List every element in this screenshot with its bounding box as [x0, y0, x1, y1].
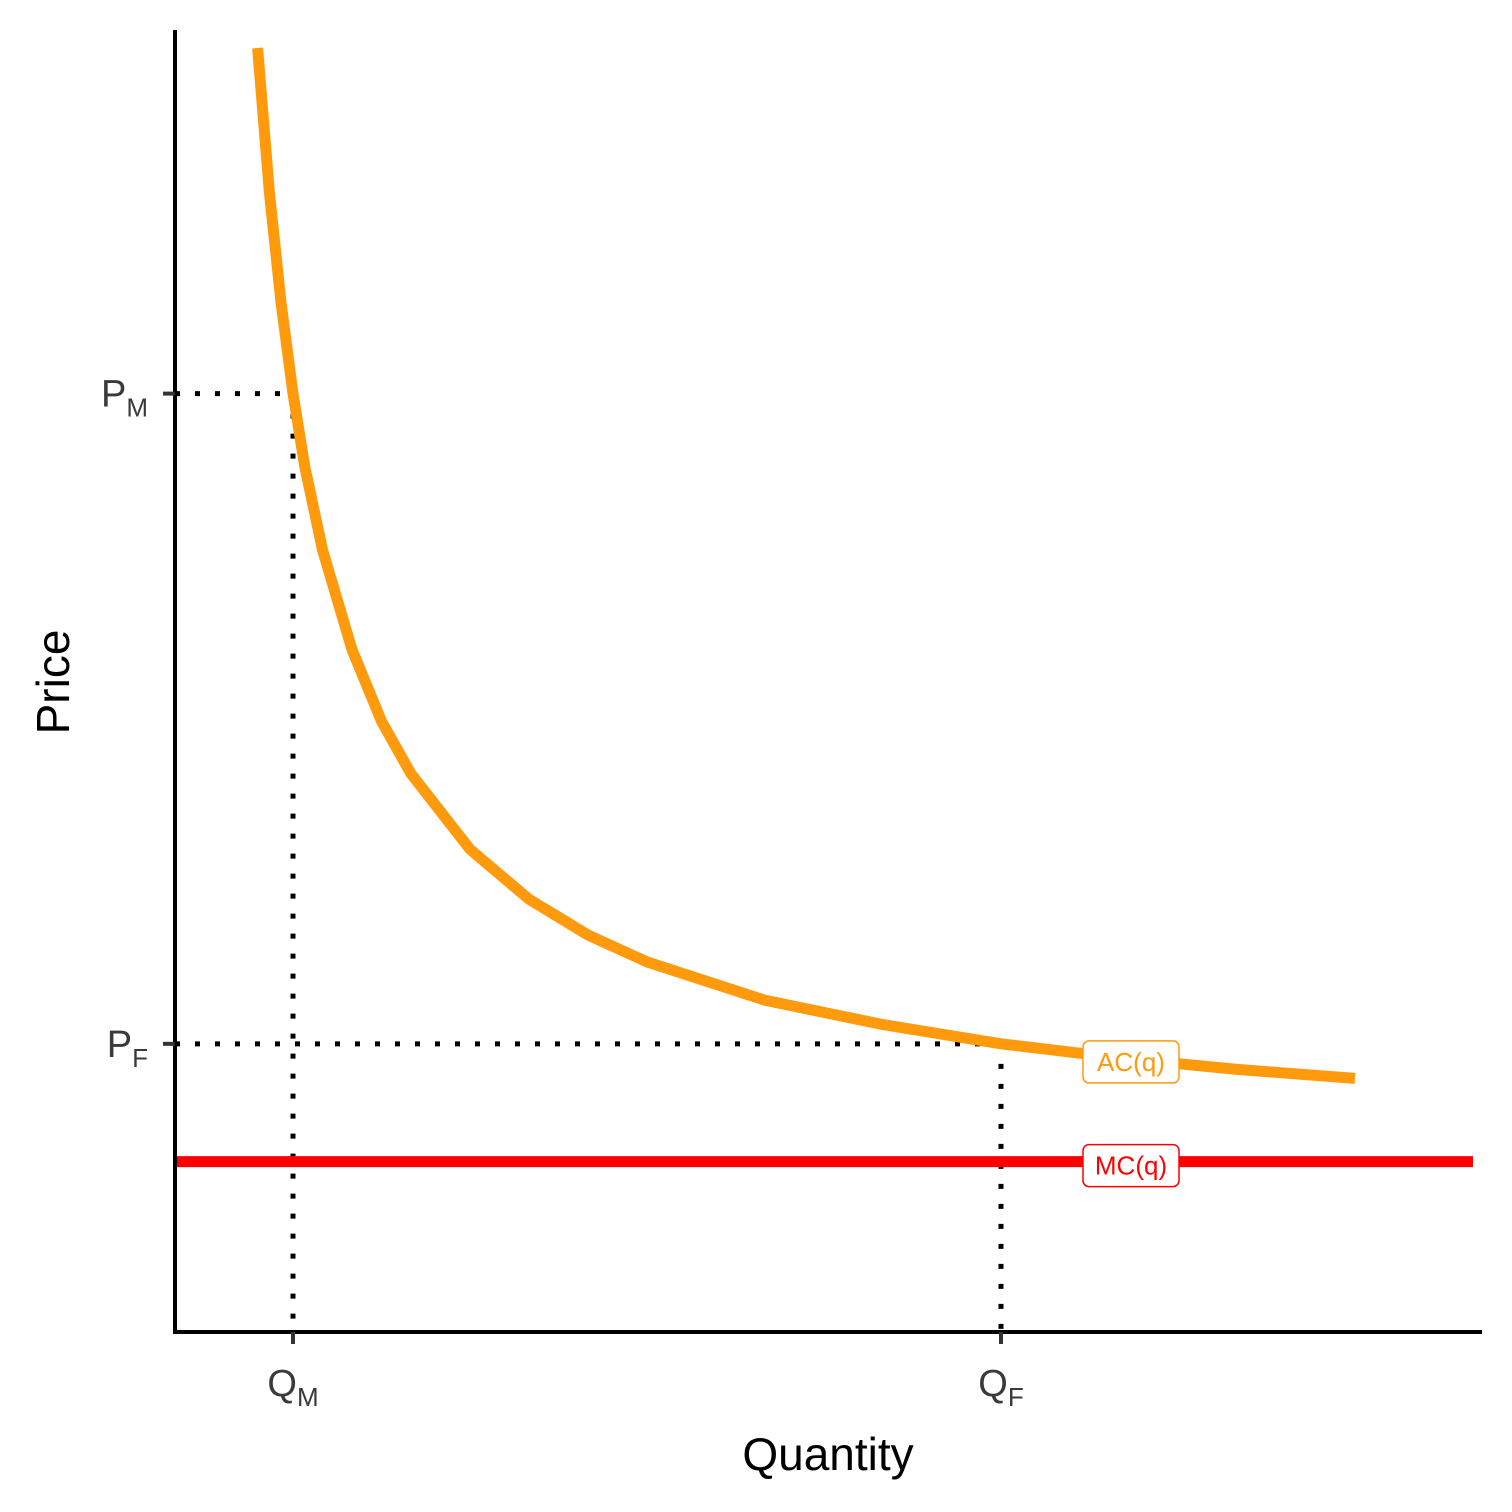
- x-tick-label-2: QF: [978, 1363, 1023, 1412]
- y-axis-title: Price: [27, 630, 79, 735]
- x-axis-title: Quantity: [742, 1428, 913, 1480]
- x-tick-label-2-sub: F: [1008, 1382, 1024, 1412]
- y-tick-label-1: PM: [101, 374, 148, 423]
- ac-curve: [252, 47, 1356, 1084]
- x-tick-label-2-main: Q: [978, 1363, 1008, 1405]
- guide-lines: [175, 391, 1004, 1332]
- ac-label-box: [1082, 1040, 1180, 1084]
- mc-label: MC(q): [1095, 1151, 1167, 1181]
- y-tick-label-2: PF: [107, 1024, 148, 1073]
- y-tick-label-2-main: P: [107, 1024, 132, 1066]
- y-tick-label-2-sub: F: [132, 1043, 148, 1073]
- x-tick-label-1: QM: [267, 1363, 318, 1412]
- x-ticks: QM QF: [267, 1332, 1024, 1412]
- x-tick-label-1-main: Q: [267, 1363, 297, 1405]
- ac-label: AC(q): [1097, 1047, 1165, 1077]
- y-tick-label-1-sub: M: [126, 393, 148, 423]
- mc-label-box: [1082, 1143, 1180, 1188]
- y-tick-label-1-main: P: [101, 374, 126, 416]
- curve-labels: AC(q) MC(q): [1082, 1040, 1180, 1188]
- x-tick-label-1-sub: M: [297, 1382, 319, 1412]
- series-layer: [175, 47, 1473, 1168]
